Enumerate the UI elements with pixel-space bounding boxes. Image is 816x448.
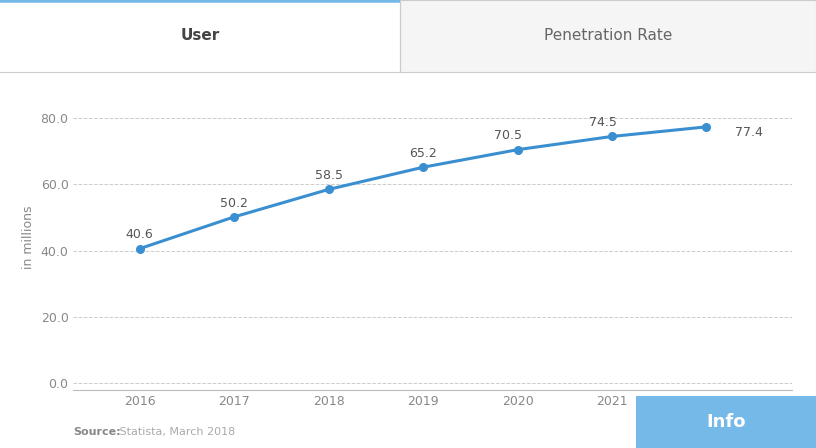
Text: 65.2: 65.2 — [409, 147, 437, 160]
Text: 74.5: 74.5 — [588, 116, 617, 129]
Text: Source:: Source: — [73, 427, 121, 437]
Text: 77.4: 77.4 — [735, 126, 763, 139]
Text: Info: Info — [707, 413, 746, 431]
Bar — [400, 0, 816, 72]
Bar — [0, 0, 400, 72]
Text: 58.5: 58.5 — [314, 169, 343, 182]
Text: 70.5: 70.5 — [494, 129, 522, 142]
Text: 50.2: 50.2 — [220, 197, 248, 210]
Text: User: User — [180, 28, 220, 43]
Text: 40.6: 40.6 — [126, 228, 153, 241]
Y-axis label: in millions: in millions — [22, 206, 35, 269]
Text: Statista, March 2018: Statista, March 2018 — [116, 427, 235, 437]
Text: Penetration Rate: Penetration Rate — [543, 28, 672, 43]
FancyBboxPatch shape — [628, 394, 816, 448]
